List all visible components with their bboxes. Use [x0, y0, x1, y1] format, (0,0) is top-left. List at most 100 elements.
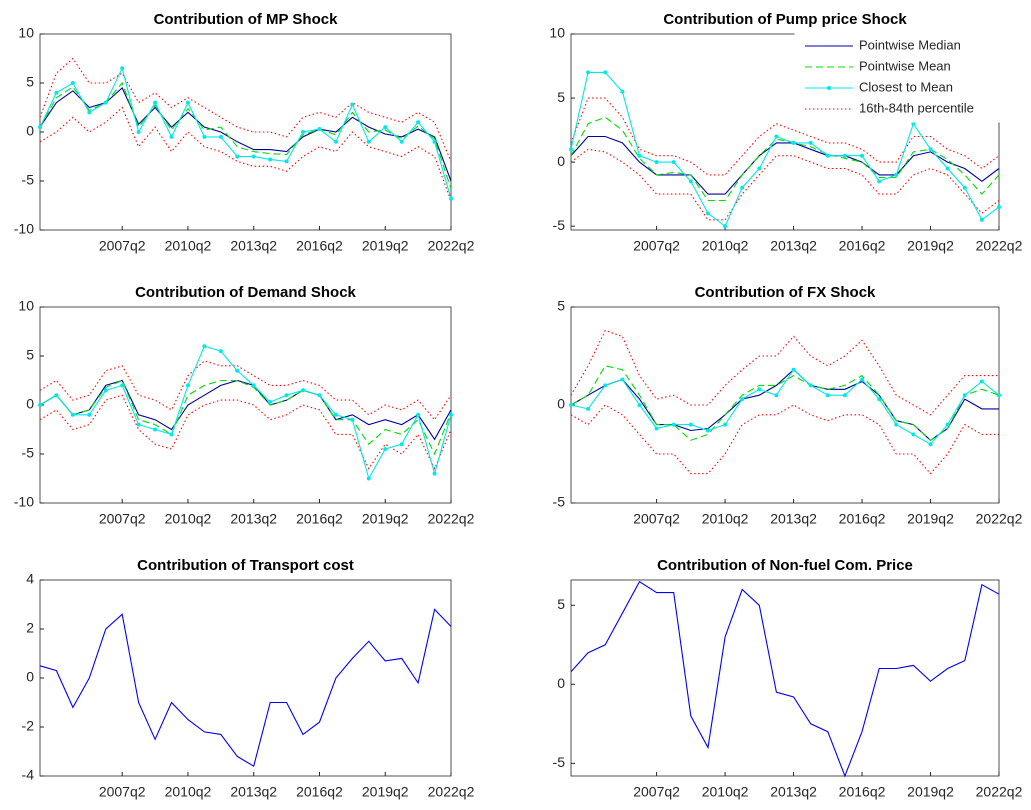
series-line [39, 106, 452, 201]
series-line [39, 345, 452, 480]
series-marker [136, 422, 141, 427]
y-tick-label: -4 [22, 767, 35, 783]
series-marker [637, 403, 642, 407]
series-marker [962, 185, 967, 190]
series-marker [54, 90, 59, 95]
series-marker [284, 393, 289, 398]
x-tick-label: 2007q2 [633, 784, 680, 800]
x-tick-label: 2022q2 [428, 238, 475, 254]
series-marker [860, 153, 865, 158]
x-tick-label: 2019q2 [907, 238, 954, 254]
series-marker [842, 393, 847, 398]
series-marker [169, 134, 174, 139]
series-marker [218, 134, 223, 139]
series-marker [120, 383, 125, 388]
series-marker [723, 422, 728, 427]
series-marker [945, 422, 950, 427]
y-tick-label: 2 [26, 620, 34, 636]
y-tick-label: 10 [18, 25, 34, 41]
series-line [570, 148, 1000, 221]
series-marker [284, 159, 289, 164]
subplot-title: Contribution of Non-fuel Com. Price [657, 557, 913, 574]
series-line [570, 135, 1000, 195]
x-tick-label: 2007q2 [633, 238, 680, 254]
x-tick-label: 2010q2 [702, 784, 749, 800]
series-marker [416, 412, 421, 417]
x-tick-label: 2022q2 [428, 511, 475, 527]
plot-area [570, 306, 1000, 504]
y-tick-label: 0 [557, 675, 565, 691]
series-marker [654, 160, 659, 165]
series-marker [251, 154, 256, 159]
series-marker [620, 89, 625, 94]
plot-area [39, 306, 452, 504]
x-tick-label: 2007q2 [99, 238, 146, 254]
series-marker [997, 204, 1001, 209]
series-marker [70, 412, 75, 417]
series-marker [825, 393, 830, 398]
legend: Pointwise Median Pointwise Mean Closest to… [794, 33, 1000, 123]
series-marker [38, 125, 42, 130]
y-tick-label: -10 [14, 221, 34, 237]
series-marker [962, 393, 967, 398]
series-marker [169, 432, 174, 437]
series-marker [383, 447, 388, 452]
series-marker [791, 367, 796, 372]
y-tick-label: 0 [26, 123, 34, 139]
series-marker [671, 422, 676, 427]
series-marker [911, 121, 916, 126]
series-marker [637, 153, 642, 158]
series-line [570, 368, 999, 442]
series-marker [569, 147, 573, 152]
series-marker [825, 153, 830, 158]
series-marker [235, 368, 240, 373]
series-marker [842, 153, 847, 158]
x-tick-label: 2016q2 [839, 511, 886, 527]
series-marker [688, 422, 693, 427]
x-tick-label: 2010q2 [702, 511, 749, 527]
x-tick-label: 2019q2 [907, 511, 954, 527]
subplot: Contribution of Pump price Shock -5 0 5 10 20… [549, 11, 1022, 254]
series-marker [894, 422, 899, 427]
series-marker [586, 406, 591, 411]
series-marker [791, 140, 796, 145]
series-line [39, 379, 452, 456]
subplot-title: Contribution of Transport cost [137, 557, 354, 574]
subplot-title: Contribution of MP Shock [154, 11, 339, 28]
x-tick-label: 2022q2 [428, 784, 475, 800]
x-tick-label: 2013q2 [770, 511, 817, 527]
series-line [570, 116, 1000, 202]
series-marker [569, 403, 573, 407]
x-tick-label: 2007q2 [99, 784, 146, 800]
series-marker [808, 383, 813, 388]
y-tick-label: 5 [557, 298, 565, 314]
series-marker [774, 393, 779, 398]
subplot-title: Contribution of Demand Shock [135, 284, 356, 301]
series-marker [586, 70, 591, 75]
x-tick-label: 2022q2 [976, 238, 1023, 254]
series-line [39, 66, 452, 199]
plot-area [39, 33, 452, 231]
series-line [39, 608, 452, 768]
y-tick-label: 0 [557, 153, 565, 169]
series-line [570, 97, 1000, 176]
series-marker [979, 379, 984, 384]
series-marker [350, 102, 355, 107]
x-tick-label: 2019q2 [362, 511, 409, 527]
x-tick-label: 2019q2 [362, 238, 409, 254]
x-tick-label: 2007q2 [99, 511, 146, 527]
series-line [39, 394, 452, 471]
x-tick-label: 2010q2 [702, 238, 749, 254]
x-tick-label: 2010q2 [165, 238, 212, 254]
y-tick-label: 5 [557, 89, 565, 105]
series-marker [945, 166, 950, 171]
series-marker [911, 432, 916, 437]
series-marker [38, 403, 42, 407]
y-tick-label: -10 [14, 494, 34, 510]
y-tick-label: 5 [26, 74, 34, 90]
series-marker [87, 412, 92, 417]
series-marker [383, 125, 388, 130]
y-tick-label: -5 [22, 445, 35, 461]
series-marker [136, 130, 141, 134]
